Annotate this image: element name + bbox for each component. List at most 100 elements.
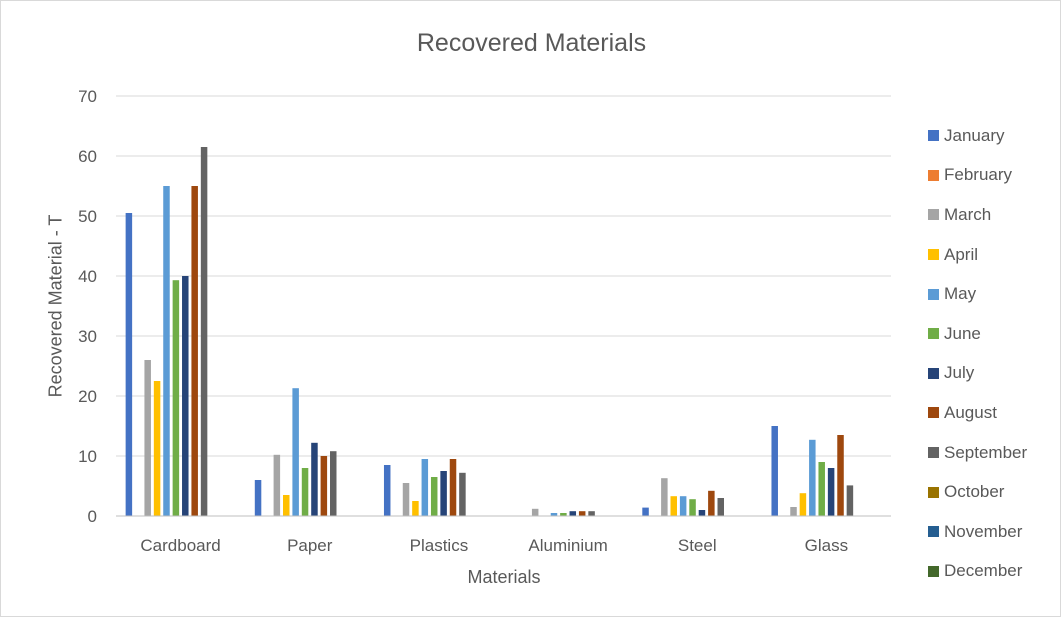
bar-august-glass <box>837 435 844 516</box>
bar-april-steel <box>670 496 677 516</box>
y-tick-label: 10 <box>78 447 97 466</box>
legend-swatch <box>928 328 939 340</box>
bar-may-cardboard <box>163 186 170 516</box>
x-tick-label: Aluminium <box>528 536 607 555</box>
bar-july-steel <box>698 510 706 516</box>
bar-may-glass <box>809 439 816 516</box>
bar-june-plastics <box>430 477 438 516</box>
bar-august-aluminium <box>578 511 586 516</box>
legend-label: February <box>944 165 1013 185</box>
bar-may-paper <box>292 388 299 516</box>
legend-swatch <box>928 249 939 261</box>
legend-label: March <box>944 204 992 224</box>
legend-item: July <box>928 354 1027 394</box>
bar-march-steel <box>661 478 668 516</box>
y-tick-label: 60 <box>78 147 97 166</box>
bar-september-glass <box>846 485 854 516</box>
bar-september-plastics <box>459 472 466 516</box>
x-axis-title: Materials <box>467 567 541 587</box>
chart-title: Recovered Materials <box>416 29 647 57</box>
bar-may-steel <box>679 496 687 516</box>
bar-april-glass <box>799 493 807 516</box>
bar-september-steel <box>717 498 724 516</box>
bar-september-paper <box>330 451 337 516</box>
legend-label: May <box>944 284 977 304</box>
bar-august-paper <box>320 456 328 516</box>
legend-swatch <box>928 565 939 577</box>
bar-march-paper <box>273 454 281 516</box>
x-tick-label: Plastics <box>410 536 469 555</box>
x-tick-label: Glass <box>805 536 848 555</box>
y-tick-label: 20 <box>78 387 97 406</box>
bar-january-glass <box>771 426 778 516</box>
legend-label: October <box>944 482 1005 502</box>
bar-july-aluminium <box>569 511 577 516</box>
legend-label: April <box>944 244 979 264</box>
legend-item: November <box>928 512 1027 552</box>
legend-item: March <box>928 195 1027 235</box>
legend-label: September <box>944 442 1028 462</box>
bar-may-plastics <box>421 459 429 516</box>
y-tick-label: 30 <box>78 327 97 346</box>
legend-label: July <box>944 363 975 383</box>
bar-july-glass <box>827 468 835 516</box>
bar-june-aluminium <box>560 513 567 516</box>
bar-january-steel <box>642 507 649 516</box>
x-tick-label: Cardboard <box>140 536 220 555</box>
y-tick-label: 40 <box>78 267 97 286</box>
legend-swatch <box>928 130 939 142</box>
legend-swatch <box>928 288 939 300</box>
y-tick-label: 0 <box>88 507 97 526</box>
bar-july-cardboard <box>182 276 189 516</box>
legend-item: October <box>928 472 1027 512</box>
legend-item: February <box>928 156 1027 196</box>
legend-item: August <box>928 393 1027 433</box>
legend-swatch <box>928 526 939 538</box>
legend-item: January <box>928 116 1027 156</box>
bar-april-cardboard <box>153 381 161 516</box>
bar-march-aluminium <box>531 508 539 516</box>
bar-april-paper <box>283 495 290 516</box>
bar-august-plastics <box>449 459 457 516</box>
legend-swatch <box>928 407 939 419</box>
legend-label: August <box>944 402 997 422</box>
bar-march-plastics <box>402 483 410 516</box>
legend-item: June <box>928 314 1027 354</box>
bar-july-plastics <box>440 471 447 516</box>
y-tick-label: 50 <box>78 207 97 226</box>
bar-march-cardboard <box>144 360 151 516</box>
x-tick-label: Paper <box>287 536 333 555</box>
legend-swatch <box>928 447 939 459</box>
y-tick-label: 70 <box>78 87 97 106</box>
bar-september-aluminium <box>588 511 595 516</box>
legend-swatch <box>928 367 939 379</box>
legend: January February March April May June July Augu… <box>928 116 1027 591</box>
bar-september-cardboard <box>200 147 208 516</box>
bar-march-glass <box>790 507 797 516</box>
bar-june-cardboard <box>172 280 180 516</box>
bar-january-cardboard <box>125 213 133 516</box>
bar-january-paper <box>254 480 262 516</box>
legend-swatch <box>928 486 939 498</box>
bar-june-glass <box>818 462 825 516</box>
bar-april-plastics <box>412 501 419 516</box>
legend-item: September <box>928 433 1027 473</box>
legend-item: May <box>928 274 1027 314</box>
bar-august-steel <box>708 490 715 516</box>
bar-july-paper <box>311 442 318 516</box>
legend-item: April <box>928 235 1027 275</box>
bar-may-aluminium <box>550 513 558 516</box>
bar-august-cardboard <box>191 186 198 516</box>
legend-label: June <box>944 323 981 343</box>
legend-label: December <box>944 561 1023 581</box>
legend-swatch <box>928 169 939 181</box>
x-tick-label: Steel <box>678 536 717 555</box>
bar-june-steel <box>689 499 696 516</box>
legend-label: January <box>944 125 1005 145</box>
legend-swatch <box>928 209 939 221</box>
legend-label: November <box>944 521 1023 541</box>
legend-item: December <box>928 552 1027 592</box>
bar-january-plastics <box>383 465 391 516</box>
